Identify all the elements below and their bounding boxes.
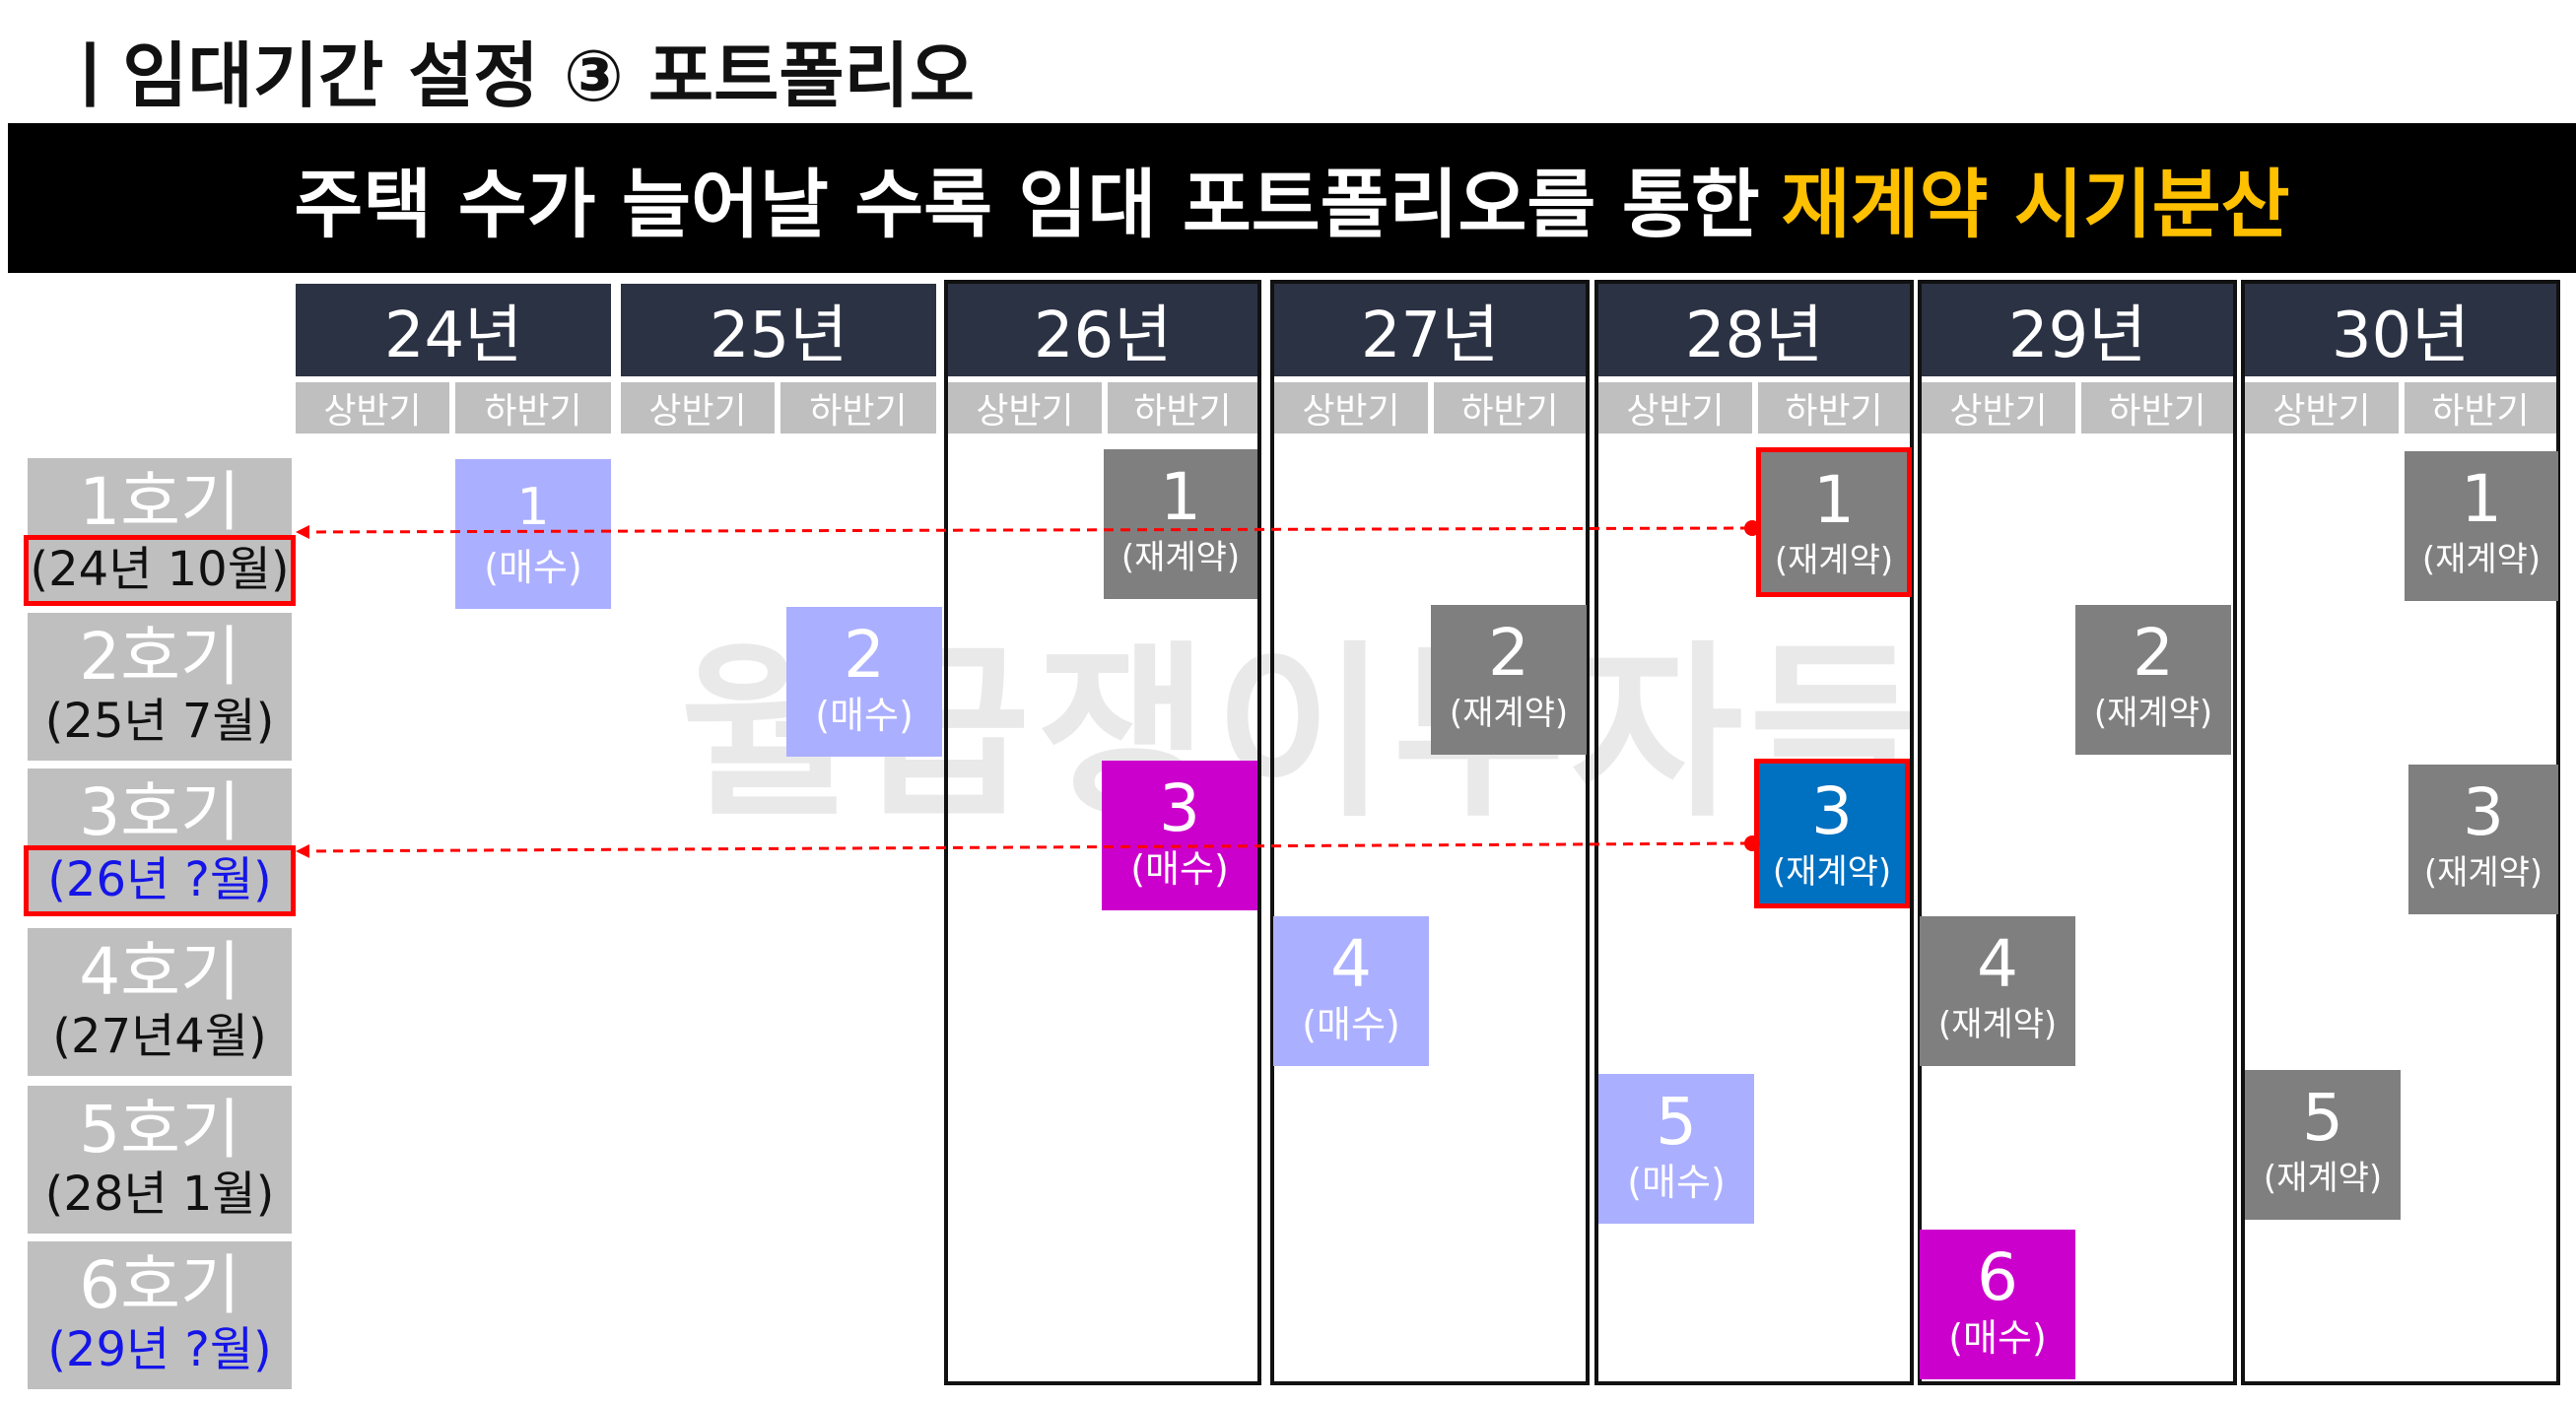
cell-unit1-recontract-26: 1 (재계약) [1104, 449, 1257, 599]
half-header-30-second: 하반기 [2405, 382, 2556, 434]
cell-unit6-purchase: 6 (매수) [1920, 1230, 2075, 1379]
cell-label: (재계약) [2421, 540, 2542, 579]
half-header-29-second: 하반기 [2081, 382, 2233, 434]
half-header-25-first: 상반기 [621, 382, 775, 434]
cell-label: (매수) [484, 546, 582, 589]
year-header-26: 26년 [946, 284, 1259, 376]
cell-label: (재계약) [1772, 852, 1892, 892]
cell-label: (매수) [1130, 847, 1229, 891]
row-name: 4호기 [79, 934, 240, 1010]
cell-unit2-recontract-29: 2 (재계약) [2075, 605, 2231, 755]
cell-unit2-recontract-27: 2 (재계약) [1431, 605, 1587, 755]
cell-number: 1 [516, 478, 550, 537]
cell-label: (매수) [1627, 1161, 1726, 1204]
cell-number: 6 [1977, 1239, 2018, 1315]
row-name: 2호기 [79, 619, 240, 695]
cell-number: 5 [2302, 1080, 2343, 1156]
cell-unit1-purchase: 1 (매수) [455, 459, 611, 609]
cell-label: (매수) [1948, 1316, 2047, 1360]
half-header-29-first: 상반기 [1922, 382, 2075, 434]
cell-number: 3 [1159, 770, 1200, 846]
row-date: (28년 1월) [44, 1167, 275, 1222]
half-header-26-second: 하반기 [1108, 382, 1257, 434]
cell-label: (재계약) [1449, 694, 1569, 733]
banner-text: 주택 수가 늘어날 수록 임대 포트폴리오를 통한 [294, 161, 1760, 248]
half-header-24-first: 상반기 [296, 382, 449, 434]
cell-label: (매수) [1302, 1003, 1400, 1046]
cell-number: 2 [2133, 615, 2174, 691]
half-header-28-first: 상반기 [1598, 382, 1752, 434]
year-header-27: 27년 [1272, 284, 1588, 376]
row-label-4: 4호기 (27년4월) [28, 928, 292, 1076]
cell-label: (재계약) [2263, 1159, 2383, 1198]
banner-highlight: 재계약 시기분산 [1781, 161, 2290, 248]
cell-label: (재계약) [2423, 853, 2543, 893]
cell-number: 1 [2461, 461, 2502, 537]
row-name: 3호기 [79, 774, 240, 850]
cell-number: 4 [1330, 926, 1372, 1002]
year-header-25: 25년 [621, 284, 936, 376]
cell-number: 5 [1656, 1084, 1697, 1160]
row-name: 1호기 [79, 464, 240, 540]
row-name: 6호기 [79, 1247, 240, 1323]
cell-unit4-purchase: 4 (매수) [1273, 916, 1429, 1066]
row-label-5: 5호기 (28년 1월) [28, 1086, 292, 1234]
year-header-28: 28년 [1596, 284, 1912, 376]
cell-number: 2 [844, 617, 885, 693]
cell-number: 3 [2463, 774, 2504, 850]
cell-number: 3 [1811, 773, 1853, 849]
row-label-1: 1호기 (24년 10월) [24, 458, 296, 606]
cell-unit5-purchase: 5 (매수) [1598, 1074, 1754, 1224]
half-header-27-first: 상반기 [1274, 382, 1428, 434]
row-label-6: 6호기 (29년 ?월) [28, 1241, 292, 1389]
half-header-28-second: 하반기 [1758, 382, 1910, 434]
row-date: (25년 7월) [44, 694, 275, 749]
cell-number: 1 [1160, 459, 1201, 535]
year-frame-27 [1270, 280, 1590, 1385]
banner: 주택 수가 늘어날 수록 임대 포트폴리오를 통한 재계약 시기분산 [8, 123, 2576, 273]
cell-label: (재계약) [1774, 541, 1894, 580]
row-date: (26년 ?월) [24, 845, 296, 916]
cell-unit3-purchase: 3 (매수) [1102, 761, 1257, 910]
cell-unit4-recontract-29: 4 (재계약) [1920, 916, 2075, 1066]
half-header-30-first: 상반기 [2245, 382, 2399, 434]
year-header-30: 30년 [2243, 284, 2558, 376]
cell-label: (재계약) [2093, 694, 2213, 733]
cell-unit3-recontract-28: 3 (재계약) [1754, 759, 1910, 908]
year-frame-29 [1918, 280, 2237, 1385]
row-date: (27년4월) [52, 1009, 267, 1064]
cell-label: (재계약) [1120, 538, 1241, 577]
row-date: (24년 10월) [24, 535, 296, 606]
cell-unit5-recontract-30: 5 (재계약) [2245, 1070, 2401, 1220]
year-header-29: 29년 [1920, 284, 2235, 376]
half-header-27-second: 하반기 [1434, 382, 1586, 434]
page-title: ㅣ임대기간 설정 ③ 포트폴리오 [57, 34, 976, 117]
row-name: 5호기 [79, 1092, 240, 1168]
cell-label: (재계약) [1937, 1005, 2058, 1044]
cell-label: (매수) [815, 694, 914, 737]
cell-number: 1 [1813, 462, 1855, 538]
half-header-25-second: 하반기 [780, 382, 936, 434]
half-header-24-second: 하반기 [455, 382, 611, 434]
cell-unit1-recontract-28: 1 (재계약) [1756, 447, 1912, 597]
row-label-3: 3호기 (26년 ?월) [24, 768, 296, 916]
cell-unit1-recontract-30: 1 (재계약) [2405, 451, 2558, 601]
year-header-24: 24년 [296, 284, 611, 376]
half-header-26-first: 상반기 [948, 382, 1102, 434]
cell-number: 4 [1977, 926, 2018, 1002]
row-date: (29년 ?월) [47, 1322, 272, 1377]
row-label-2: 2호기 (25년 7월) [28, 613, 292, 761]
cell-number: 2 [1488, 615, 1529, 691]
cell-unit2-purchase: 2 (매수) [786, 607, 942, 757]
arrow-unit3 [296, 835, 1760, 858]
cell-unit3-recontract-30: 3 (재계약) [2408, 765, 2558, 914]
